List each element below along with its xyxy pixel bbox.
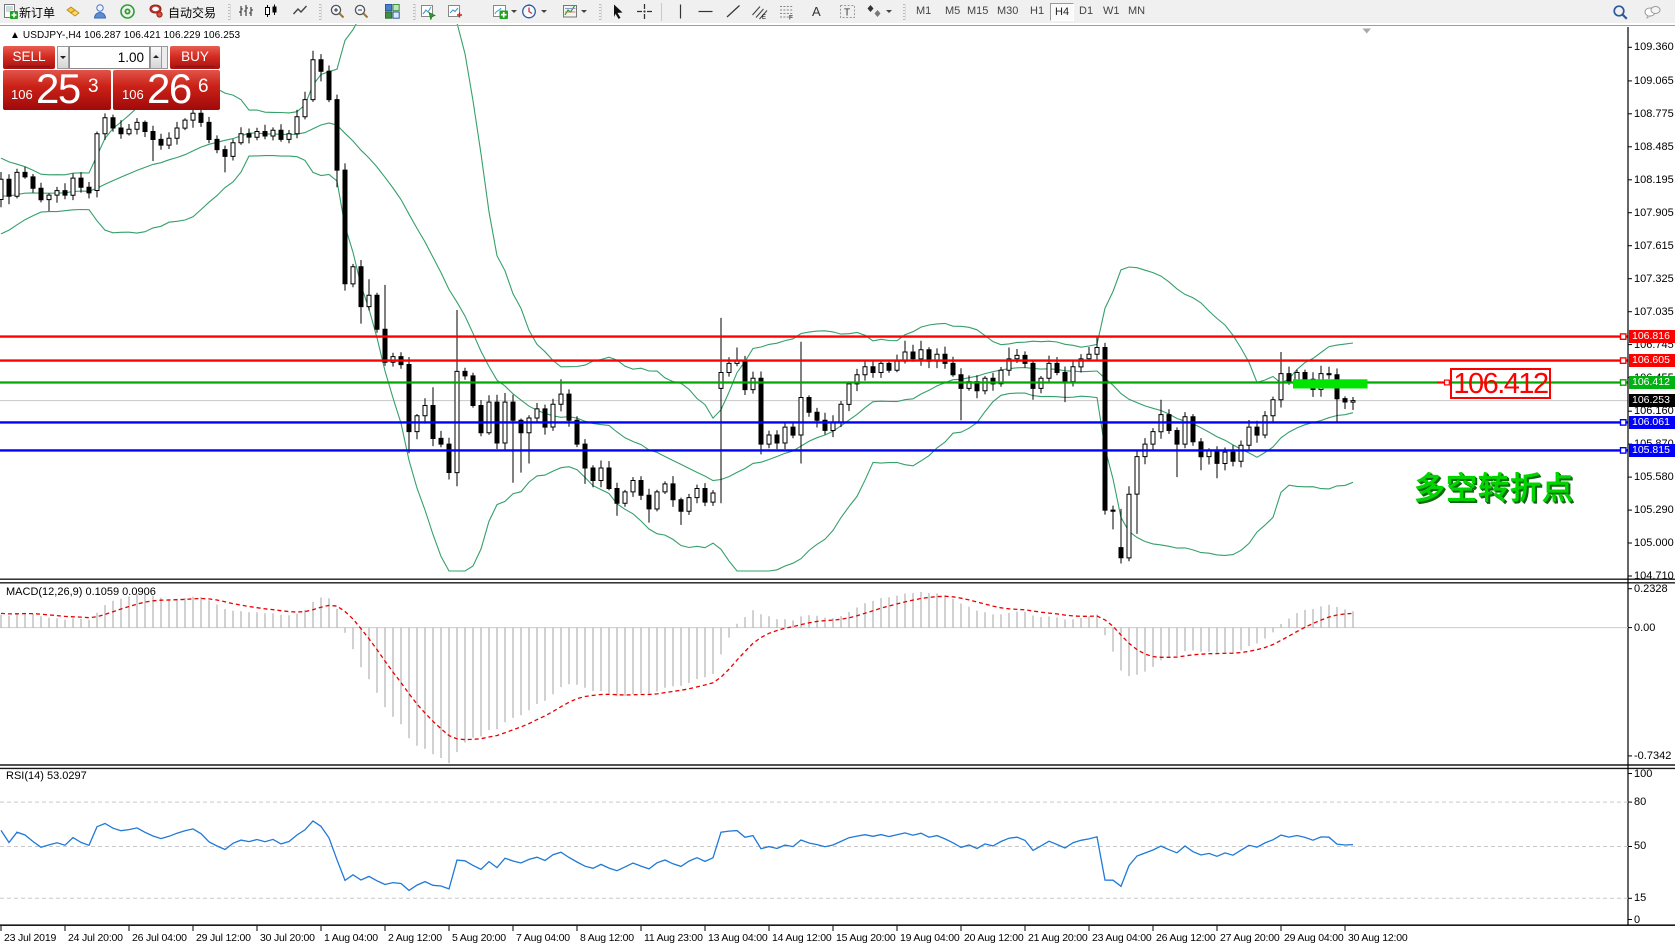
svg-text:T: T (844, 8, 850, 19)
svg-text:E: E (762, 15, 766, 20)
svg-text:F: F (789, 15, 793, 21)
